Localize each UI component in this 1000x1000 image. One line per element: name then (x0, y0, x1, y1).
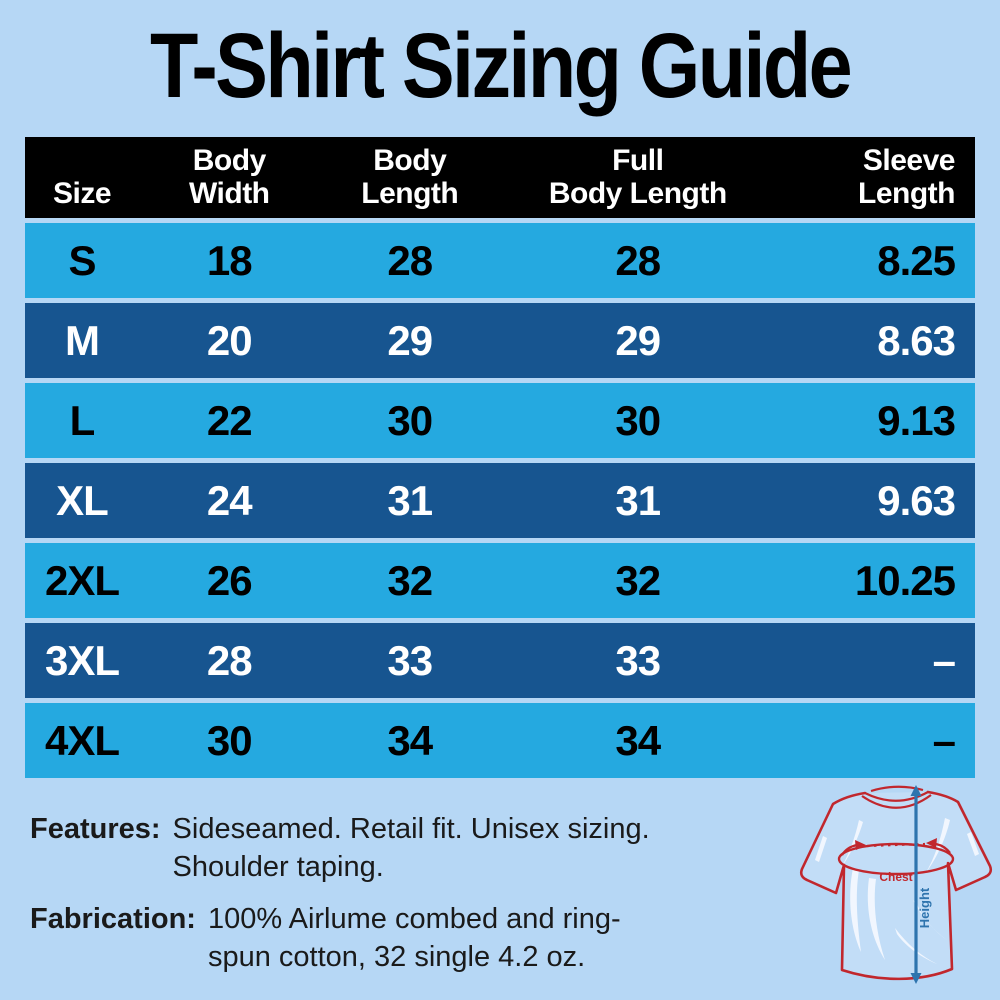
collar-back-line (870, 785, 924, 793)
header-body-length: Body Length (361, 143, 459, 211)
cell-sleeve-length: – (932, 636, 956, 684)
collar-inner-line (861, 794, 932, 809)
cell-size: M (65, 316, 100, 364)
chest-arrowhead-left (855, 840, 866, 850)
cell-body-length: 30 (387, 396, 433, 444)
cell-body-width: 28 (206, 636, 253, 684)
height-arrowhead-bottom (910, 973, 922, 984)
header-full-body-length: Full Body Length (548, 143, 727, 211)
cell-full-body-length: 28 (615, 236, 661, 284)
table-header-row: Size Body Width Body Length Full Body Le… (25, 137, 975, 218)
cell-full-body-length: 34 (615, 716, 661, 764)
cell-full-body-length: 31 (615, 476, 661, 524)
cell-body-length: 28 (387, 236, 433, 284)
cell-body-width: 18 (206, 236, 253, 284)
cell-size: 2XL (44, 556, 120, 604)
cell-body-length: 34 (387, 716, 433, 764)
tshirt-outline (799, 790, 993, 981)
fabrication-label: Fabrication: (30, 903, 196, 935)
features-text: Sideseamed. Retail fit. Unisex sizing. S… (172, 813, 650, 884)
chest-label: Chest (879, 870, 912, 884)
chest-arrow-left (840, 843, 858, 856)
chest-arrow-right (935, 842, 951, 854)
page-title: T-Shirt Sizing Guide (149, 15, 853, 117)
table-row-xl: XL 24 31 31 9.63 (25, 463, 975, 538)
table-row-m: M 20 29 29 8.63 (25, 303, 975, 378)
cell-sleeve-length: – (932, 716, 956, 764)
size-table: Size Body Width Body Length Full Body Le… (25, 137, 975, 778)
table-row-4xl: 4XL 30 34 34 – (25, 703, 975, 778)
cell-full-body-length: 30 (615, 396, 661, 444)
fabrication-text: 100% Airlume combed and ring- spun cotto… (207, 903, 621, 974)
features-label: Features: (30, 813, 161, 845)
chest-dotted-line (866, 842, 926, 848)
cell-full-body-length: 29 (615, 316, 661, 364)
cell-size: 3XL (44, 636, 120, 684)
table-row-3xl: 3XL 28 33 33 – (25, 623, 975, 698)
cell-body-width: 30 (206, 716, 253, 764)
header-size: Size (52, 177, 112, 211)
cell-sleeve-length: 8.25 (877, 236, 956, 284)
table-row-s: S 18 28 28 8.25 (25, 223, 975, 298)
cell-body-length: 33 (387, 636, 433, 684)
height-arrowhead-top (910, 785, 922, 796)
height-label: Height (917, 887, 932, 928)
cell-sleeve-length: 9.63 (877, 476, 956, 524)
cell-sleeve-length: 8.63 (877, 316, 956, 364)
cell-size: S (68, 236, 96, 284)
header-body-width: Body Width (188, 143, 270, 211)
cell-body-width: 20 (206, 316, 253, 364)
cell-size: L (69, 396, 96, 444)
fabrication-note: Fabrication: 100% Airlume combed and rin… (30, 900, 621, 977)
cell-body-length: 32 (387, 556, 433, 604)
cell-body-width: 22 (206, 396, 253, 444)
cell-size: XL (56, 476, 109, 524)
table-row-l: L 22 30 30 9.13 (25, 383, 975, 458)
cell-sleeve-length: 9.13 (877, 396, 956, 444)
chest-arrowhead-right (926, 838, 937, 848)
features-note: Features: Sideseamed. Retail fit. Unisex… (30, 810, 650, 887)
cell-body-length: 31 (387, 476, 433, 524)
tshirt-measurement-diagram: Chest Height (799, 785, 993, 984)
cell-body-width: 24 (206, 476, 253, 524)
header-sleeve-length: Sleeve Length (858, 143, 955, 211)
cell-sleeve-length: 10.25 (854, 556, 956, 604)
table-row-2xl: 2XL 26 32 32 10.25 (25, 543, 975, 618)
collar-outer-line (864, 791, 929, 802)
cell-size: 4XL (44, 716, 120, 764)
cell-body-width: 26 (206, 556, 253, 604)
cell-full-body-length: 32 (615, 556, 661, 604)
cell-body-length: 29 (387, 316, 433, 364)
size-table-body: S 18 28 28 8.25 M 20 29 29 8.63 L 22 30 30 9.13 XL 24 31 3… (25, 223, 975, 778)
cell-full-body-length: 33 (615, 636, 661, 684)
